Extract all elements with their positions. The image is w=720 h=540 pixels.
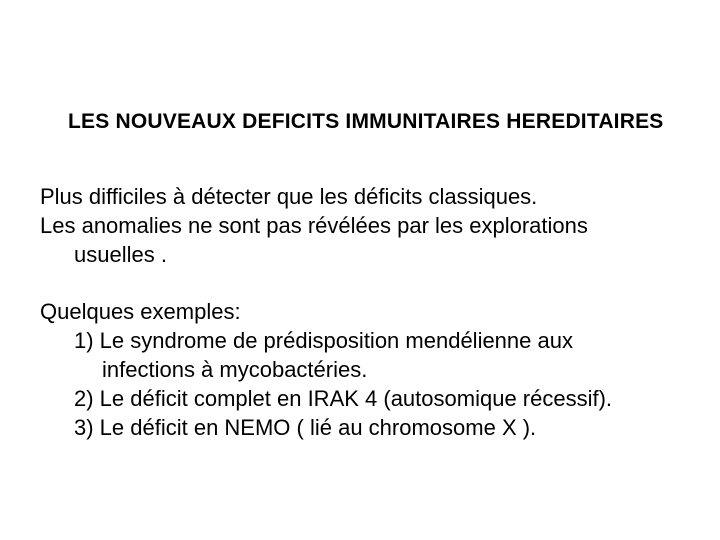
para1-line3: usuelles .	[40, 240, 680, 269]
paragraph-2: Quelques exemples: 1) Le syndrome de pré…	[40, 297, 680, 442]
para1-line1: Plus difficiles à détecter que les défic…	[40, 182, 680, 211]
paragraph-1: Plus difficiles à détecter que les défic…	[40, 182, 680, 269]
paragraph-gap	[40, 269, 680, 297]
para1-line2: Les anomalies ne sont pas révélées par l…	[40, 211, 680, 240]
para2-line5: 3) Le déficit en NEMO ( lié au chromosom…	[40, 413, 680, 442]
para2-line2: 1) Le syndrome de prédisposition mendéli…	[40, 326, 680, 355]
slide-body: Plus difficiles à détecter que les défic…	[40, 182, 680, 442]
para2-line4: 2) Le déficit complet en IRAK 4 (autosom…	[40, 384, 680, 413]
para2-line3: infections à mycobactéries.	[40, 355, 680, 384]
para2-line1: Quelques exemples:	[40, 297, 680, 326]
slide-title: LES NOUVEAUX DEFICITS IMMUNITAIRES HERED…	[68, 108, 680, 136]
title-text: LES NOUVEAUX DEFICITS IMMUNITAIRES HERED…	[68, 110, 664, 133]
slide: LES NOUVEAUX DEFICITS IMMUNITAIRES HERED…	[0, 0, 720, 540]
